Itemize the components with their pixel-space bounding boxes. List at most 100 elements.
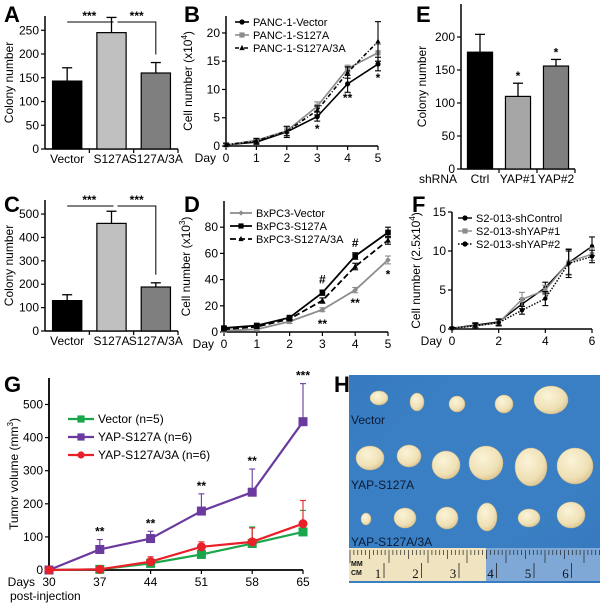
data-point [345, 81, 351, 87]
data-point [239, 44, 245, 51]
x-tick-label: 1 [253, 151, 260, 165]
tumor [556, 501, 586, 529]
x-tick-label: 4 [352, 337, 359, 351]
y-axis-label: Colony number [415, 46, 429, 127]
legend-label: PANC-1-S127A/3A [253, 43, 346, 55]
legend-label: PANC-1-S127A [253, 30, 330, 42]
x-axis-label: Day [421, 334, 442, 348]
y-tick-label: 100 [23, 530, 43, 544]
data-point [385, 237, 391, 243]
y-axis-label: Colony number [2, 225, 16, 306]
bar [140, 286, 172, 332]
y-tick-label: 20 [207, 26, 221, 40]
tumor [369, 390, 389, 406]
x-tick-label: 65 [296, 575, 310, 589]
panel-letter-b: B [184, 2, 200, 27]
sig-label: *** [130, 9, 144, 23]
y-tick-label: 300 [19, 254, 39, 268]
data-point [543, 296, 548, 301]
y-tick-label: 400 [19, 230, 39, 244]
ruler-clear-part [486, 548, 600, 581]
panel-letter-a: A [4, 2, 20, 27]
data-point [238, 235, 244, 242]
series-line [225, 52, 379, 146]
bar [466, 51, 494, 170]
y-tick-label: 0 [211, 325, 218, 339]
x-tick-label: 4 [542, 334, 549, 348]
y-tick-label: 0 [439, 322, 446, 336]
ruler-number: 6 [562, 566, 569, 581]
y-tick-label: 400 [23, 431, 43, 445]
sig-label: ** [318, 317, 328, 331]
panel-letter-f: F [412, 192, 425, 217]
ruler-cm-label: CM [351, 570, 362, 577]
legend-label: YAP-S127A/3A (n=6) [98, 448, 210, 462]
tumor [514, 447, 548, 487]
data-point [77, 433, 85, 441]
sig-label: * [386, 267, 391, 281]
sig-label: ** [351, 296, 361, 310]
data-point [284, 128, 290, 134]
sig-label: *** [130, 193, 144, 207]
data-point [566, 261, 571, 266]
x-tick-label: 5 [375, 151, 382, 165]
series-line [223, 239, 389, 331]
legend-label: Vector (n=5) [98, 412, 164, 426]
tumor [393, 507, 417, 529]
x-tick-label: 44 [144, 575, 158, 589]
x-tick-label: S127A [93, 334, 129, 348]
y-tick-label: 20 [205, 299, 219, 313]
y-tick-label: 5 [439, 283, 446, 297]
sig-label: *** [82, 9, 96, 23]
tumor [517, 508, 541, 528]
chart-g: 0 100 200 300 400 500 30 37 44 51 58 65 Dayspost-inj… [6, 369, 310, 603]
data-point [238, 210, 244, 216]
x-tick-label: YAP#1 [500, 172, 537, 186]
chart-d: 0 20 40 60 80 0 1 2 3 4 5 Day Cell number (x103) BxPC… [178, 201, 392, 351]
x-tick-label: 5 [385, 337, 392, 351]
data-point [352, 253, 358, 259]
x-tick-label: 3 [319, 337, 326, 351]
y-tick-label: 300 [23, 464, 43, 478]
legend-label: S2-013-shControl [476, 213, 562, 225]
y-tick-label: 200 [19, 47, 39, 61]
data-point [239, 32, 245, 38]
data-point [95, 564, 105, 574]
panel-letter-d: D [184, 192, 200, 217]
tumor [494, 394, 514, 414]
data-point [319, 289, 326, 296]
tumor [360, 512, 372, 526]
x-axis-label: Days [8, 575, 35, 589]
ruler-number: 4 [487, 566, 494, 581]
y-tick-label: 80 [205, 220, 219, 234]
y-tick-label: 0 [213, 139, 220, 153]
y-tick-label: 150 [435, 63, 455, 77]
ruler-number: 1 [375, 566, 382, 581]
data-point [196, 549, 206, 559]
row-label-yap-s127a-3a: YAP-S127A/3A [351, 535, 432, 549]
y-tick-label: 500 [23, 397, 43, 411]
series-line [48, 421, 304, 572]
sig-label: * [376, 71, 381, 85]
series-line [451, 245, 593, 329]
data-point [375, 61, 381, 67]
sig-label: # [352, 236, 359, 250]
y-tick-label: 10 [433, 244, 447, 258]
ruler-number: 5 [525, 566, 532, 581]
y-axis-label: Colony number [2, 42, 16, 123]
chart-a: 0 50 100 150 200 250 Vector S127A S127A/3A *** ***… [2, 9, 183, 166]
data-point [462, 215, 468, 221]
tumor [396, 444, 422, 468]
data-point [543, 287, 548, 293]
tumor [533, 385, 569, 415]
x-tick-label: 2 [286, 337, 293, 351]
data-point [314, 107, 320, 113]
y-tick-label: 100 [19, 95, 39, 109]
x-axis-label: shRNA [419, 172, 457, 186]
data-point [221, 326, 227, 332]
data-point [247, 537, 257, 547]
x-tick-label: Vector [50, 334, 84, 348]
sig-label: *** [296, 369, 310, 383]
x-tick-label: 1 [253, 337, 260, 351]
x-tick-label: 0 [221, 337, 228, 351]
